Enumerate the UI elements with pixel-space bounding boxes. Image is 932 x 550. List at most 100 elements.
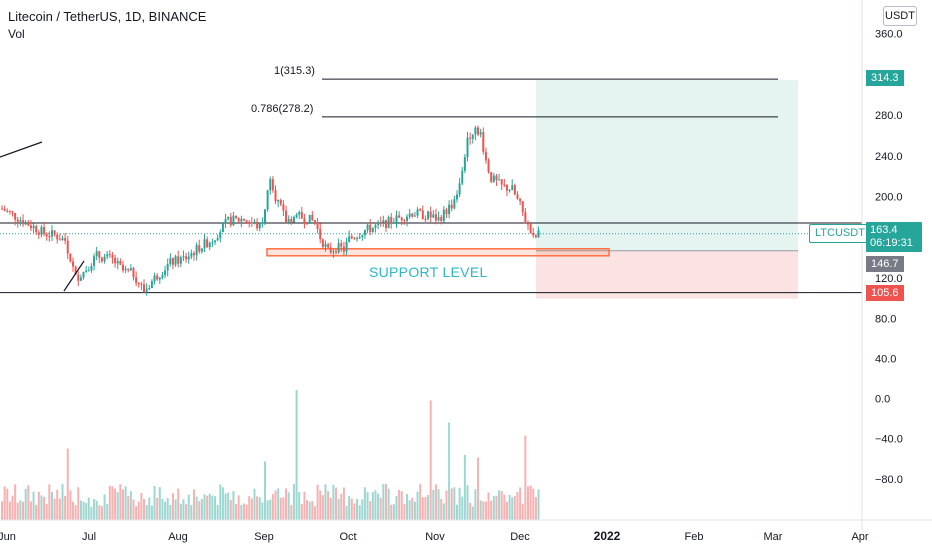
candle-body [235,215,238,218]
candle-body [274,190,277,202]
volume-bar [87,497,90,520]
ticker-label[interactable]: LTCUSDT [809,224,871,243]
volume-bar [534,497,537,520]
drawings [0,141,85,292]
candle-body [229,216,232,226]
candle-body [395,215,398,223]
volume-bar [111,486,114,520]
volume-bar [390,504,393,520]
candle-body [400,217,403,221]
volume-bar [171,493,174,520]
candle-body [132,268,135,278]
volume-bar [492,495,495,520]
candle-body [398,215,401,218]
volume-bar [529,485,532,520]
volume-bar [14,484,17,520]
candle-body [327,244,330,248]
volume-bar [3,486,6,520]
candle-body [453,199,456,209]
volume-indicator-label[interactable]: Vol [8,27,25,41]
volume-bar [140,492,143,520]
volume-bar [256,496,259,520]
volume-bar [214,496,217,520]
candle-body [124,268,127,271]
candle-body [434,214,437,221]
candle-body [206,239,209,248]
candle-body [287,218,290,223]
candle-body [484,151,487,161]
volume-bar [35,504,38,520]
candle-body [406,216,409,221]
volume-bar [285,488,288,520]
volume-bar [69,490,72,520]
volume-bar [53,498,56,520]
candle-body [424,219,427,221]
candle-body [303,218,306,224]
bar-countdown: 06:19:31 [870,237,913,249]
volume-bar [187,494,190,520]
volume-bar [93,499,96,520]
candle-body [93,256,96,267]
candle-body [169,258,172,264]
volume-bar [245,504,248,520]
volume-bar [203,494,206,520]
volume-bar [511,497,514,520]
trend-line [0,141,43,158]
volume-bar [27,485,30,520]
candle-body [22,220,25,225]
volume-bar [282,497,285,520]
volume-bar [148,497,151,520]
volume-bar [227,492,230,520]
volume-bar [356,499,359,520]
volume-bar [277,488,280,520]
volume-bar [200,498,203,520]
volume-bar [250,498,253,520]
candle-body [121,264,124,271]
candle-body [519,198,522,202]
candle-body [156,275,159,280]
volume-bar [429,400,432,520]
volume-bar [484,501,487,520]
volume-bar [298,492,301,520]
candle-body [177,256,180,264]
volume-bar [500,491,503,520]
candle-body [335,251,338,253]
volume-bar [448,422,451,520]
x-tick-label: Jun [0,531,16,543]
volume-bar [58,498,61,520]
volume-bar [269,499,272,520]
candle-body [285,210,288,223]
currency-badge[interactable]: USDT [883,6,917,26]
volume-bar [108,485,111,520]
candle-body [245,220,248,223]
volume-bar [195,496,198,520]
candle-body [48,236,51,238]
candle-body [282,204,285,211]
volume-bar [129,491,132,520]
stop-price-tag: 105.6 [866,285,904,301]
volume-bar [229,500,232,520]
volume-bar [387,488,390,520]
candle-body [532,232,535,236]
candle-body [35,226,38,233]
candle-body [271,179,274,191]
candle-body [90,266,93,271]
target-price-tag: 314.3 [866,70,904,86]
candle-body [232,215,235,226]
volume-bar [150,505,153,520]
volume-bar [24,488,27,520]
y-tick-label: 240.0 [875,151,903,163]
volume-bar [303,491,306,520]
volume-bar [516,491,519,520]
candle-body [82,271,85,278]
candle-body [219,232,222,239]
candle-body [127,268,130,271]
candle-body [208,242,211,248]
candle-body [53,230,56,235]
candle-body [429,211,432,218]
volume-bar [16,502,19,520]
candle-body [458,183,461,195]
candle-body [56,234,59,240]
candle-body [474,127,477,135]
